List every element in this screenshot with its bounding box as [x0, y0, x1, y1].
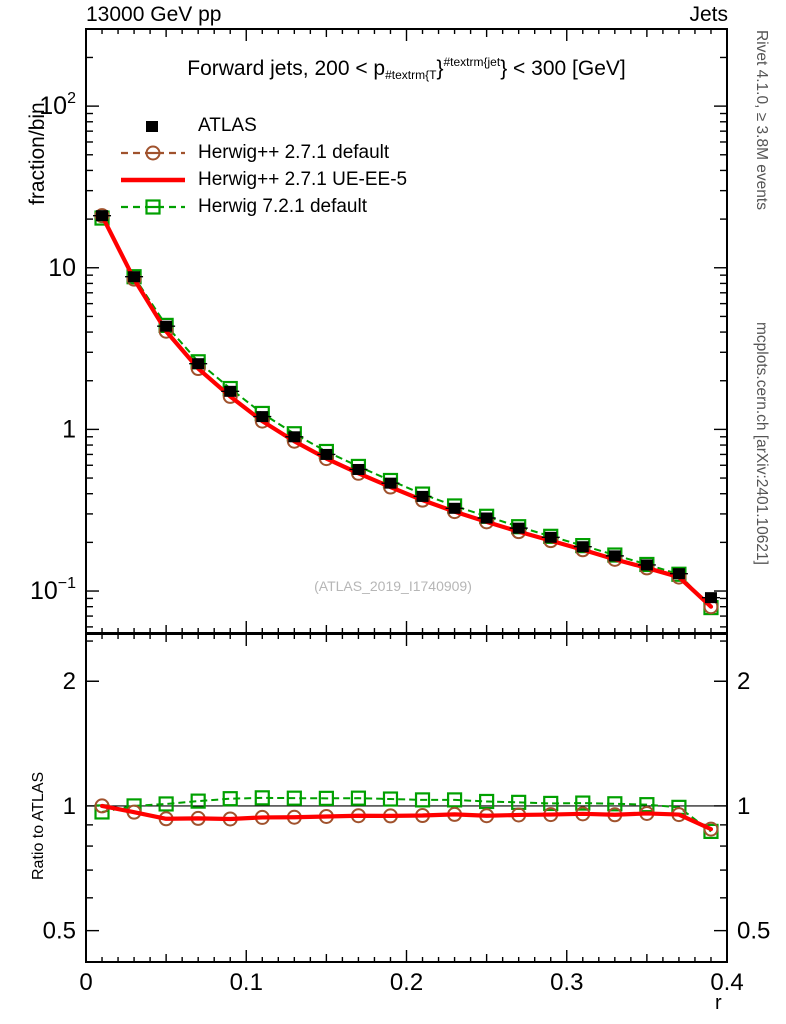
ratio-panel-frame — [85, 633, 728, 963]
ratio-panel-ticks — [85, 634, 728, 962]
main-panel-curves — [93, 208, 720, 616]
dataset-watermark: (ATLAS_2019_I1740909) — [314, 578, 472, 594]
legend-entry-herwigpp-ueee5: Herwig++ 2.7.1 UE-EE-5 — [118, 166, 407, 193]
svg-text:0.1: 0.1 — [230, 969, 263, 996]
legend-label-herwigpp-default: Herwig++ 2.7.1 default — [198, 141, 390, 163]
main-panel-ticks — [85, 28, 728, 633]
ratio-panel-curves — [86, 790, 727, 839]
svg-text:10: 10 — [48, 254, 76, 282]
legend: ATLAS Herwig++ 2.7.1 default Herwig++ 2.… — [118, 112, 407, 220]
svg-text:0.2: 0.2 — [390, 969, 423, 996]
svg-text:1: 1 — [62, 415, 76, 443]
plot-title-sub: #textrm{T — [385, 68, 437, 83]
plot-title-brace1: } — [436, 57, 444, 80]
x-axis-tick-labels: 0 0.1 0.2 0.3 0.4 — [79, 969, 743, 996]
legend-key-dashed-circle — [118, 140, 188, 166]
svg-text:2: 2 — [737, 668, 750, 695]
legend-key-solid-thick — [118, 167, 188, 193]
header-beam-label: 13000 GeV pp — [86, 3, 222, 26]
plot-title-sup: #textrm{jet — [443, 55, 501, 69]
legend-entry-atlas: ATLAS — [118, 112, 407, 139]
main-panel-frame — [85, 28, 728, 634]
ratio-panel-tick-labels: 2 2 1 1 0.5 0.5 — [43, 668, 771, 944]
svg-text:0.5: 0.5 — [737, 918, 770, 945]
svg-text:0.4: 0.4 — [710, 969, 743, 996]
legend-label-herwig7-default: Herwig 7.2.1 default — [198, 195, 367, 217]
svg-text:0.3: 0.3 — [550, 969, 583, 996]
plot-title: Forward jets, 200 < p#textrm{T}#textrm{j… — [86, 55, 727, 82]
legend-entry-herwigpp-default: Herwig++ 2.7.1 default — [118, 139, 407, 166]
legend-entry-herwig7-default: Herwig 7.2.1 default — [118, 193, 407, 220]
svg-text:2: 2 — [63, 668, 76, 695]
plot-title-post: } < 300 [GeV] — [500, 57, 626, 80]
legend-label-herwigpp-ueee5: Herwig++ 2.7.1 UE-EE-5 — [198, 168, 408, 190]
legend-key-marker-square-filled — [118, 113, 188, 139]
legend-label-atlas: ATLAS — [198, 114, 257, 136]
legend-key-dashed-square — [118, 194, 188, 220]
svg-text:1: 1 — [737, 793, 750, 820]
svg-text:1: 1 — [63, 793, 76, 820]
svg-text:0.5: 0.5 — [43, 918, 76, 945]
x-axis-title: r — [715, 992, 722, 1014]
main-panel-tick-labels: 102 10 1 10−1 — [30, 90, 76, 605]
plot-title-pre: Forward jets, 200 < p — [187, 57, 386, 80]
svg-text:10−1: 10−1 — [30, 575, 76, 605]
svg-text:102: 102 — [39, 90, 76, 120]
svg-text:0: 0 — [79, 969, 92, 996]
header-category-label: Jets — [689, 3, 728, 26]
